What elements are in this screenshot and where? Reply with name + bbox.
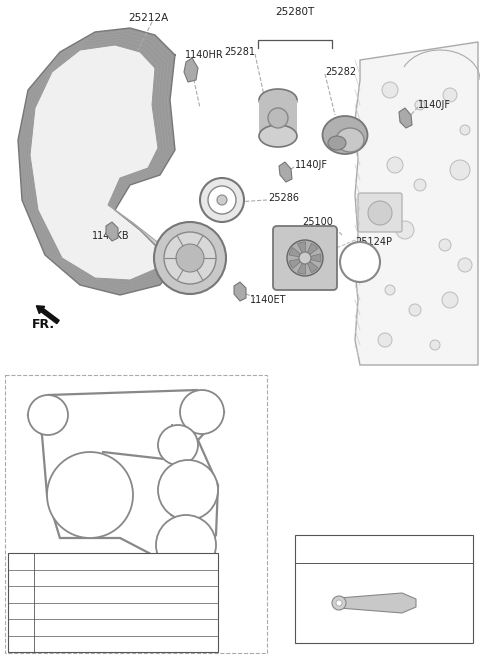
- Text: WP: WP: [14, 557, 28, 565]
- Bar: [8, 553, 218, 652]
- Text: CS: CS: [15, 590, 27, 599]
- Text: WATER PUMP: WATER PUMP: [39, 557, 98, 565]
- Circle shape: [414, 179, 426, 191]
- Wedge shape: [298, 242, 306, 258]
- Wedge shape: [289, 247, 305, 258]
- Text: ALTERNATOR: ALTERNATOR: [39, 639, 97, 648]
- Text: AC: AC: [15, 573, 27, 583]
- Circle shape: [158, 460, 218, 520]
- Circle shape: [415, 100, 425, 110]
- Text: 25124P: 25124P: [355, 237, 392, 247]
- Polygon shape: [30, 45, 165, 280]
- Circle shape: [375, 205, 385, 215]
- Text: 25286: 25286: [268, 193, 299, 203]
- Circle shape: [443, 88, 457, 102]
- Circle shape: [378, 333, 392, 347]
- Circle shape: [340, 242, 380, 282]
- Circle shape: [387, 157, 403, 173]
- Circle shape: [164, 232, 216, 284]
- Text: AL: AL: [195, 407, 208, 417]
- Text: 1140JF: 1140JF: [295, 160, 328, 170]
- Polygon shape: [339, 593, 416, 613]
- Ellipse shape: [259, 89, 297, 111]
- Circle shape: [28, 395, 68, 435]
- Ellipse shape: [323, 116, 368, 154]
- Text: 25221: 25221: [159, 263, 191, 273]
- FancyBboxPatch shape: [273, 226, 337, 290]
- Text: IP: IP: [17, 606, 25, 615]
- Circle shape: [396, 221, 414, 239]
- Polygon shape: [355, 42, 478, 365]
- Text: 21451B: 21451B: [362, 544, 406, 554]
- Text: 25281: 25281: [224, 47, 255, 57]
- Circle shape: [176, 244, 204, 272]
- Text: 25280T: 25280T: [276, 7, 314, 17]
- Circle shape: [268, 108, 288, 128]
- Wedge shape: [305, 258, 318, 273]
- Wedge shape: [289, 258, 305, 268]
- Polygon shape: [399, 108, 412, 128]
- Circle shape: [154, 222, 226, 294]
- Circle shape: [368, 201, 392, 225]
- Text: IDLE PULLEY: IDLE PULLEY: [39, 606, 95, 615]
- Text: 25212A: 25212A: [128, 13, 168, 23]
- Circle shape: [156, 515, 216, 575]
- Text: 25282: 25282: [325, 67, 356, 77]
- Polygon shape: [234, 282, 246, 301]
- Circle shape: [208, 186, 236, 214]
- Circle shape: [409, 304, 421, 316]
- Bar: [5, 375, 267, 653]
- Text: FR.: FR.: [32, 318, 55, 331]
- Circle shape: [336, 600, 342, 606]
- Text: 25100: 25100: [302, 217, 334, 227]
- Text: TP: TP: [42, 410, 54, 420]
- FancyBboxPatch shape: [358, 193, 402, 232]
- Circle shape: [47, 452, 133, 538]
- Text: 1140JF: 1140JF: [418, 100, 451, 110]
- Text: WP: WP: [180, 485, 196, 495]
- Polygon shape: [184, 58, 198, 82]
- Circle shape: [460, 125, 470, 135]
- Text: AC: AC: [179, 540, 193, 550]
- Circle shape: [200, 178, 244, 222]
- Text: AL: AL: [15, 639, 26, 648]
- Circle shape: [158, 425, 198, 465]
- Text: 1140ET: 1140ET: [250, 295, 286, 305]
- Text: CS: CS: [83, 490, 97, 500]
- Ellipse shape: [328, 136, 346, 150]
- Circle shape: [450, 160, 470, 180]
- Bar: [295, 535, 473, 643]
- Ellipse shape: [336, 128, 364, 152]
- Ellipse shape: [259, 125, 297, 147]
- Circle shape: [439, 239, 451, 251]
- Polygon shape: [18, 28, 175, 295]
- Circle shape: [332, 596, 346, 610]
- Circle shape: [180, 390, 224, 434]
- Circle shape: [371, 261, 379, 269]
- Circle shape: [287, 240, 323, 276]
- Circle shape: [385, 285, 395, 295]
- Polygon shape: [279, 162, 292, 182]
- Text: AIR CON COMPRESSOR: AIR CON COMPRESSOR: [39, 573, 143, 583]
- Circle shape: [442, 292, 458, 308]
- Circle shape: [299, 252, 311, 264]
- FancyArrow shape: [36, 306, 59, 323]
- Bar: [259, 100, 297, 136]
- Text: CRANK SHAFT: CRANK SHAFT: [39, 590, 102, 599]
- Text: TENSIONER PULLEY: TENSIONER PULLEY: [39, 623, 127, 632]
- Text: TP: TP: [16, 623, 26, 632]
- Text: 1140KB: 1140KB: [92, 231, 130, 241]
- Wedge shape: [298, 258, 306, 274]
- Wedge shape: [305, 254, 321, 262]
- Circle shape: [458, 258, 472, 272]
- Circle shape: [430, 340, 440, 350]
- Text: 1140HR: 1140HR: [185, 50, 224, 60]
- Circle shape: [217, 195, 227, 205]
- Text: IP: IP: [173, 440, 182, 450]
- Circle shape: [382, 82, 398, 98]
- Wedge shape: [305, 243, 318, 258]
- Polygon shape: [106, 222, 118, 241]
